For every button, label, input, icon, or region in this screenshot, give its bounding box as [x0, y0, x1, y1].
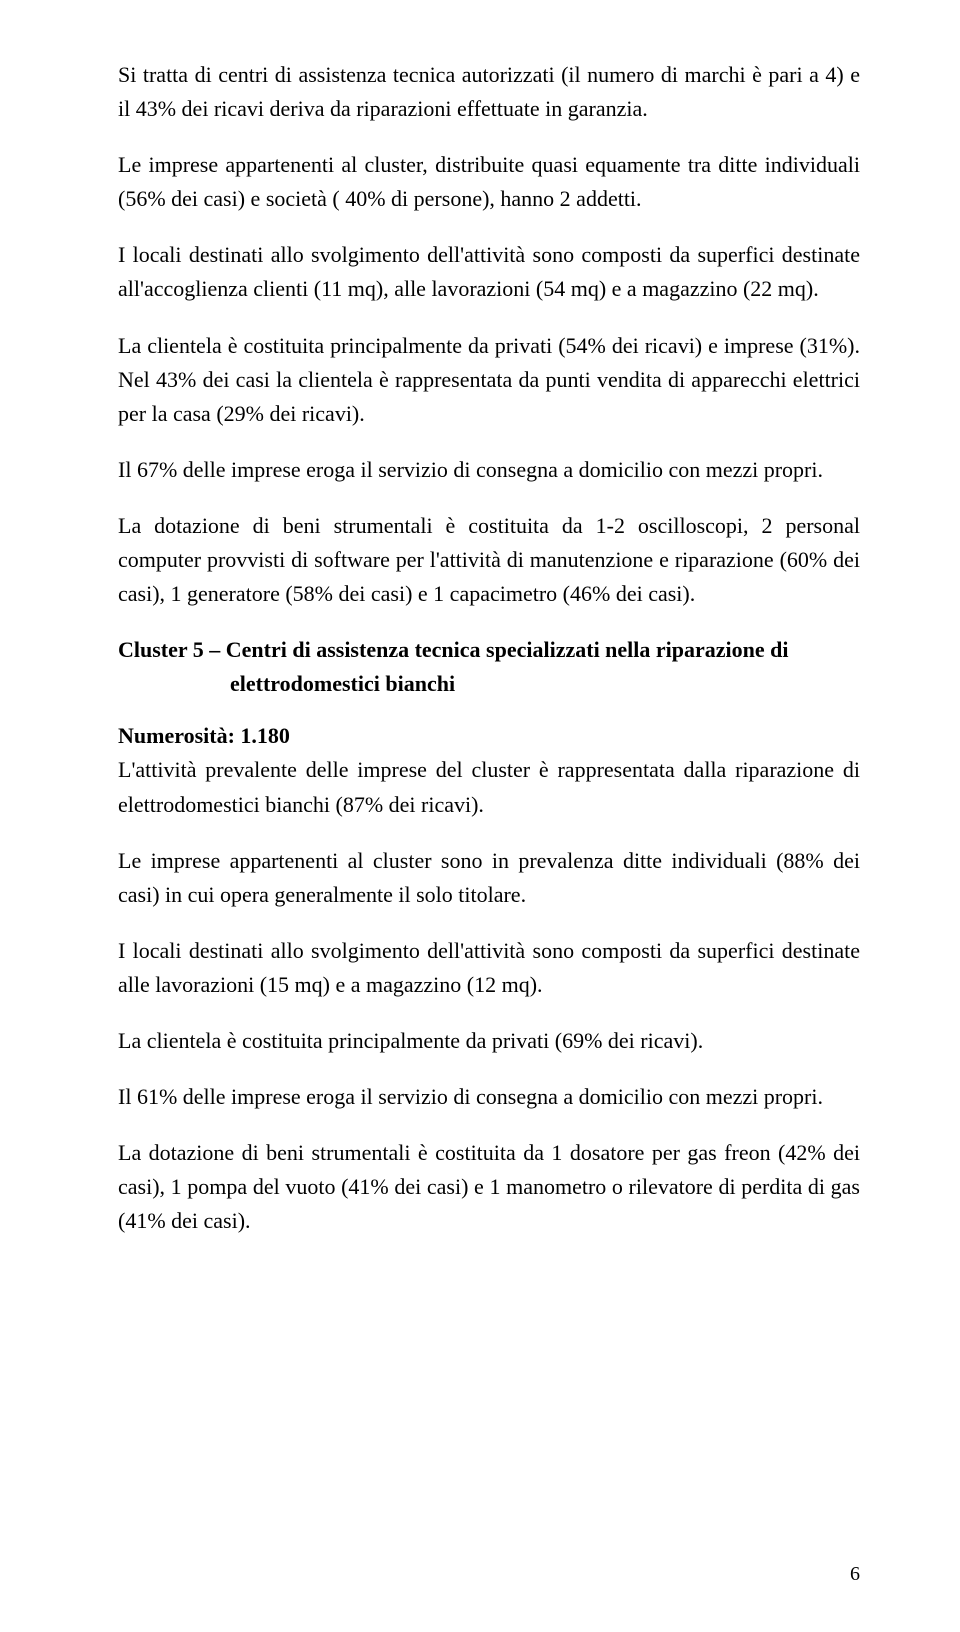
cluster-heading: Cluster 5 – Centri di assistenza tecnica…: [118, 633, 860, 701]
paragraph: Le imprese appartenenti al cluster sono …: [118, 844, 860, 912]
paragraph: La clientela è costituita principalmente…: [118, 329, 860, 431]
page-number: 6: [850, 1563, 860, 1586]
paragraph: I locali destinati allo svolgimento dell…: [118, 238, 860, 306]
paragraph: L'attività prevalente delle imprese del …: [118, 753, 860, 821]
paragraph: Il 67% delle imprese eroga il servizio d…: [118, 453, 860, 487]
cluster-heading-line2: elettrodomestici bianchi: [118, 667, 860, 701]
paragraph: Il 61% delle imprese eroga il servizio d…: [118, 1080, 860, 1114]
numerosita-label: Numerosità: 1.180: [118, 723, 860, 749]
document-page: Si tratta di centri di assistenza tecnic…: [0, 0, 960, 1632]
paragraph: La clientela è costituita principalmente…: [118, 1024, 860, 1058]
cluster-heading-line1: Cluster 5 – Centri di assistenza tecnica…: [118, 637, 789, 662]
paragraph: I locali destinati allo svolgimento dell…: [118, 934, 860, 1002]
paragraph: Si tratta di centri di assistenza tecnic…: [118, 58, 860, 126]
paragraph: La dotazione di beni strumentali è costi…: [118, 509, 860, 611]
paragraph: La dotazione di beni strumentali è costi…: [118, 1136, 860, 1238]
paragraph: Le imprese appartenenti al cluster, dist…: [118, 148, 860, 216]
